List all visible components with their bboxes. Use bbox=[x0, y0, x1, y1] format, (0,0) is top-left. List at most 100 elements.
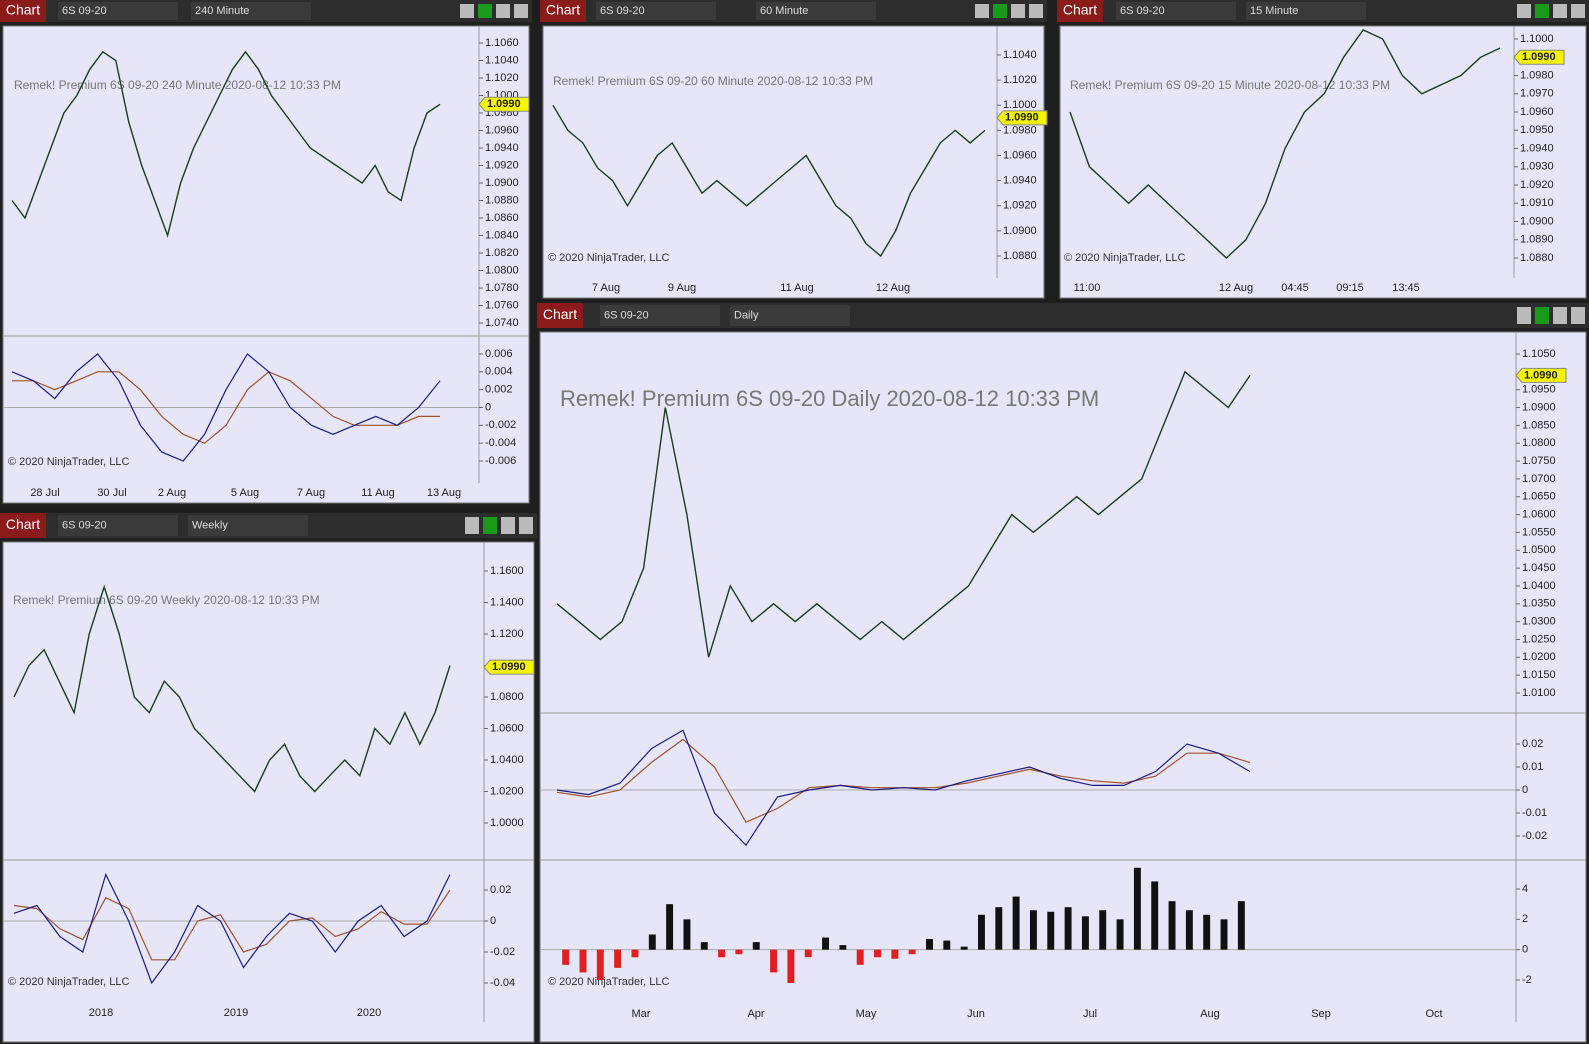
histogram-bar bbox=[1116, 919, 1124, 950]
interval-label: 240 Minute bbox=[195, 5, 249, 17]
y-tick-label: 1.1200 bbox=[490, 628, 524, 640]
interval-label: Weekly bbox=[192, 519, 228, 531]
x-tick-label: Jun bbox=[967, 1008, 985, 1020]
x-tick-label: Apr bbox=[747, 1008, 764, 1020]
y-tick-label: 0 bbox=[1522, 784, 1528, 796]
y-tick-label: 1.0940 bbox=[1003, 175, 1037, 187]
interval-select[interactable] bbox=[188, 515, 308, 536]
y-tick-label: 1.0100 bbox=[1522, 687, 1556, 699]
price-flag-label: 1.0990 bbox=[492, 661, 526, 673]
y-tick-label: 1.0350 bbox=[1522, 598, 1556, 610]
window-button[interactable] bbox=[478, 4, 492, 18]
x-tick-label: 11 Aug bbox=[361, 487, 394, 499]
y-tick-label: 1.1050 bbox=[1522, 348, 1556, 360]
histogram-bar bbox=[995, 907, 1003, 950]
x-tick-label: 13 Aug bbox=[427, 487, 461, 499]
window-button[interactable] bbox=[1571, 4, 1585, 18]
histogram-bar bbox=[735, 949, 743, 955]
instrument-select[interactable] bbox=[58, 515, 178, 536]
y-tick-label: 1.0550 bbox=[1522, 526, 1556, 538]
x-tick-label: Jul bbox=[1083, 1008, 1097, 1020]
window-button[interactable] bbox=[514, 4, 528, 18]
chart-tab-label: Chart bbox=[6, 2, 40, 18]
instrument-select[interactable] bbox=[596, 2, 716, 20]
chart-tab-label: Chart bbox=[543, 306, 577, 322]
window-button[interactable] bbox=[1553, 4, 1567, 18]
chart-tab bbox=[0, 513, 46, 538]
series-line bbox=[13, 584, 451, 793]
series-line bbox=[13, 889, 451, 961]
histogram-bar bbox=[579, 949, 587, 973]
y-tick-label: 1.0960 bbox=[1520, 106, 1554, 118]
histogram-bar bbox=[770, 949, 778, 973]
histogram-bar bbox=[856, 949, 864, 965]
window-button[interactable] bbox=[465, 517, 479, 534]
watermark: Remek! Premium 6S 09-20 Daily 2020-08-12… bbox=[560, 386, 1099, 411]
window-button[interactable] bbox=[1535, 4, 1549, 18]
window-button[interactable] bbox=[519, 517, 533, 534]
price-flag-label: 1.0990 bbox=[1522, 51, 1556, 63]
window-button[interactable] bbox=[1517, 4, 1531, 18]
histogram-bar bbox=[666, 904, 674, 950]
watermark: Remek! Premium 6S 09-20 240 Minute 2020-… bbox=[14, 78, 341, 92]
histogram-bar bbox=[1133, 867, 1141, 950]
y-tick-label: 1.0200 bbox=[490, 785, 524, 797]
window-button[interactable] bbox=[1571, 307, 1585, 324]
instrument-select[interactable] bbox=[1116, 2, 1236, 20]
window-button[interactable] bbox=[460, 4, 474, 18]
y-tick-label: 1.0900 bbox=[1520, 215, 1554, 227]
histogram-bar bbox=[596, 949, 604, 980]
y-tick-label: 1.1000 bbox=[1520, 33, 1554, 45]
x-tick-label: 11:00 bbox=[1074, 282, 1101, 294]
window-button[interactable] bbox=[483, 517, 497, 534]
window-button[interactable] bbox=[993, 4, 1007, 18]
x-tick-label: 9 Aug bbox=[668, 282, 696, 294]
window-button[interactable] bbox=[1029, 4, 1043, 18]
y-tick-label: 1.0500 bbox=[1522, 544, 1556, 556]
window-button[interactable] bbox=[1553, 307, 1567, 324]
y-tick-label: -0.01 bbox=[1522, 807, 1547, 819]
histogram-bar bbox=[1168, 901, 1176, 950]
window-button[interactable] bbox=[1535, 307, 1549, 324]
series-line bbox=[13, 872, 451, 985]
window-button[interactable] bbox=[1517, 307, 1531, 324]
x-tick-label: May bbox=[856, 1008, 877, 1020]
y-tick-label: 2 bbox=[1522, 913, 1528, 925]
window-button[interactable] bbox=[501, 517, 515, 534]
interval-select[interactable] bbox=[191, 2, 311, 20]
histogram-bar bbox=[1081, 916, 1089, 950]
y-tick-label: 1.0800 bbox=[1522, 437, 1556, 449]
y-tick-label: 1.0400 bbox=[1522, 580, 1556, 592]
instrument-select[interactable] bbox=[58, 2, 178, 20]
window-button[interactable] bbox=[975, 4, 989, 18]
instrument-select[interactable] bbox=[600, 305, 720, 326]
y-tick-label: 0 bbox=[490, 915, 496, 927]
window-button[interactable] bbox=[496, 4, 510, 18]
y-tick-label: 1.0920 bbox=[485, 159, 519, 171]
window-button[interactable] bbox=[1011, 4, 1025, 18]
histogram-bar bbox=[960, 946, 968, 950]
chart-area bbox=[2, 541, 535, 1043]
x-tick-label: Oct bbox=[1425, 1008, 1442, 1020]
y-tick-label: 1.1020 bbox=[485, 72, 519, 84]
x-tick-label: Mar bbox=[632, 1008, 651, 1020]
interval-select[interactable] bbox=[756, 2, 876, 20]
histogram-bar bbox=[562, 949, 570, 965]
y-tick-label: 1.0920 bbox=[1003, 200, 1037, 212]
chart-area bbox=[539, 331, 1587, 1043]
x-tick-label: 04:45 bbox=[1281, 282, 1309, 294]
y-tick-label: -0.04 bbox=[490, 977, 515, 989]
chart-tab bbox=[0, 0, 46, 22]
interval-select[interactable] bbox=[730, 305, 850, 326]
y-tick-label: 1.0980 bbox=[1520, 69, 1554, 81]
histogram-bar bbox=[1151, 881, 1159, 950]
histogram-bar bbox=[614, 949, 622, 968]
y-tick-label: 1.1060 bbox=[485, 37, 519, 49]
price-flag bbox=[1515, 367, 1567, 383]
series-line bbox=[552, 104, 986, 258]
y-tick-label: 1.0900 bbox=[485, 177, 519, 189]
y-tick-label: 1.0850 bbox=[1522, 419, 1556, 431]
y-tick-label: 1.0880 bbox=[1520, 252, 1554, 264]
interval-select[interactable] bbox=[1246, 2, 1366, 20]
chart-area bbox=[542, 25, 1045, 299]
